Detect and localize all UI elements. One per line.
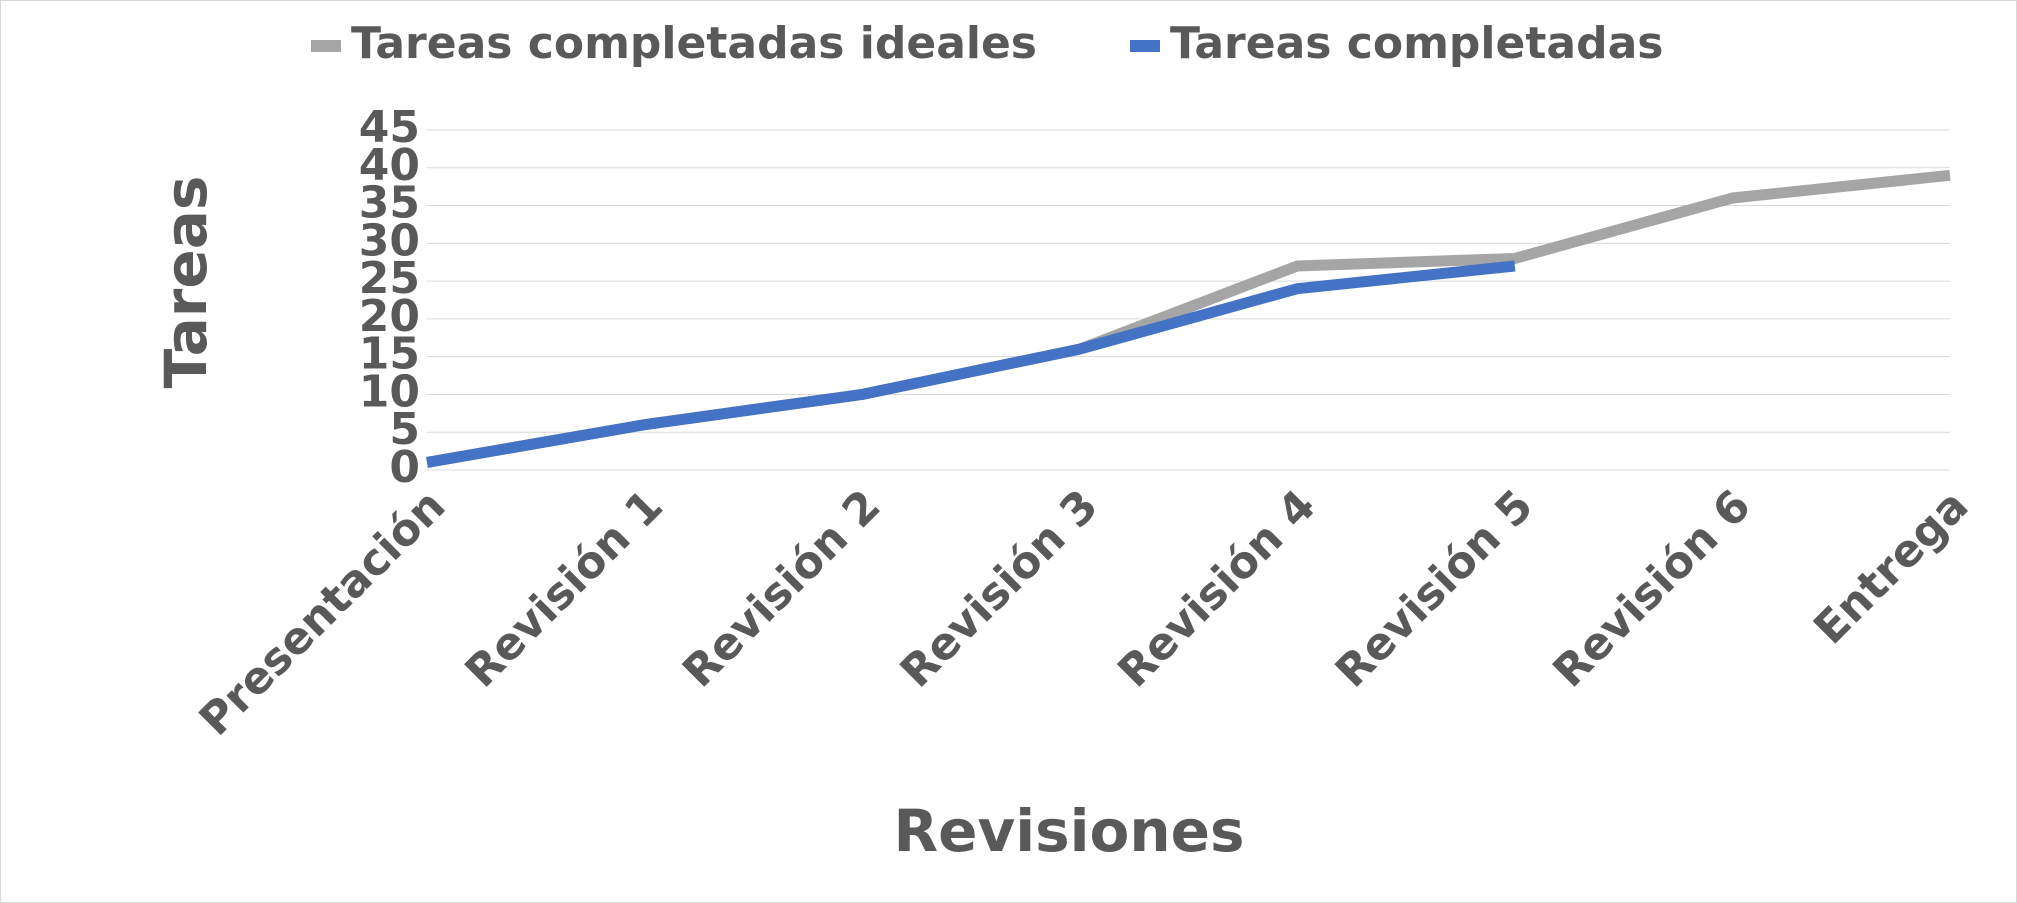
legend-swatch-actual (1130, 40, 1160, 52)
legend-swatch-ideal (311, 40, 341, 52)
y-tick-label: 0 (389, 442, 420, 493)
y-tick-label: 25 (359, 253, 420, 304)
series-line (426, 260, 1516, 468)
x-tick-label: Revisión 5 (1326, 480, 1543, 697)
x-tick-label: Revisión 2 (673, 480, 890, 697)
x-tick-label: Revisión 6 (1543, 480, 1760, 697)
x-axis-title: Revisiones (893, 797, 1244, 865)
legend-label-actual: Tareas completadas (1170, 18, 1663, 69)
y-axis-title: Tareas (152, 176, 220, 389)
legend: Tareas completadas ideales Tareas comple… (311, 18, 1663, 69)
x-tick-label: Revisión 1 (456, 480, 673, 697)
legend-label-ideal: Tareas completadas ideales (351, 18, 1037, 69)
y-tick-label: 5 (389, 404, 420, 455)
x-tick-label: Revisión 3 (891, 480, 1108, 697)
x-tick-label: Presentación (190, 480, 456, 746)
y-tick-label: 10 (359, 366, 420, 417)
y-tick-label: 35 (359, 178, 420, 229)
y-tick-label: 15 (359, 329, 420, 380)
series-1 (426, 260, 1516, 468)
y-tick-label: 40 (359, 140, 420, 191)
series-lines (426, 169, 1951, 468)
y-tick-label: 20 (359, 291, 420, 342)
y-tick-label: 45 (359, 102, 420, 153)
x-tick-label: Entrega (1804, 480, 1978, 654)
x-axis-ticks: Presentación Revisión 1 Revisión 2 Revisión… (190, 480, 1979, 746)
x-tick-label: Revisión 4 (1108, 480, 1325, 697)
y-tick-label: 30 (359, 215, 420, 266)
